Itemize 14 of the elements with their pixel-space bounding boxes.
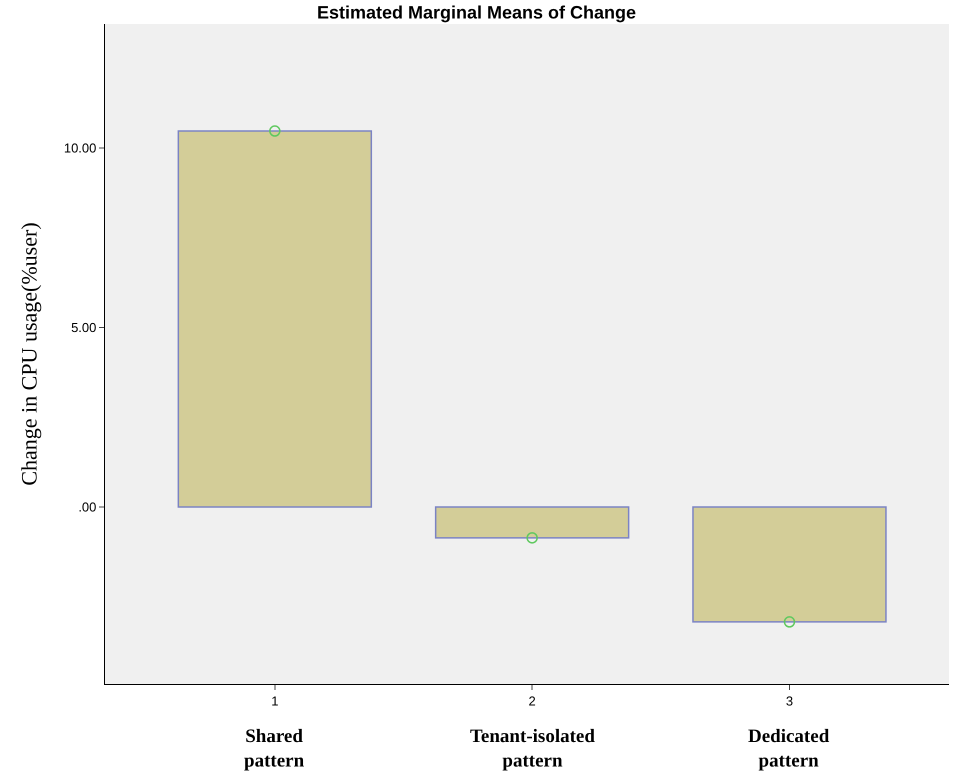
y-tick-label: 10.00 xyxy=(64,140,96,156)
x-tick-label: 3 xyxy=(786,694,794,709)
y-tick-label: .00 xyxy=(78,500,96,515)
point xyxy=(784,616,796,628)
text: Shared pattern xyxy=(244,726,305,772)
y-axis-title: Change in CPU usage(%user) xyxy=(16,222,42,486)
x-tick-label: 1 xyxy=(271,694,278,709)
point xyxy=(269,125,281,137)
x-tick-label: 2 xyxy=(528,694,536,709)
point xyxy=(526,532,538,544)
text: Tenant-isolated pattern xyxy=(470,726,596,772)
y-tick-label: 5.00 xyxy=(71,320,96,335)
chart-title: Estimated Marginal Means of Change xyxy=(316,2,636,23)
text: Dedicated pattern xyxy=(748,726,830,772)
